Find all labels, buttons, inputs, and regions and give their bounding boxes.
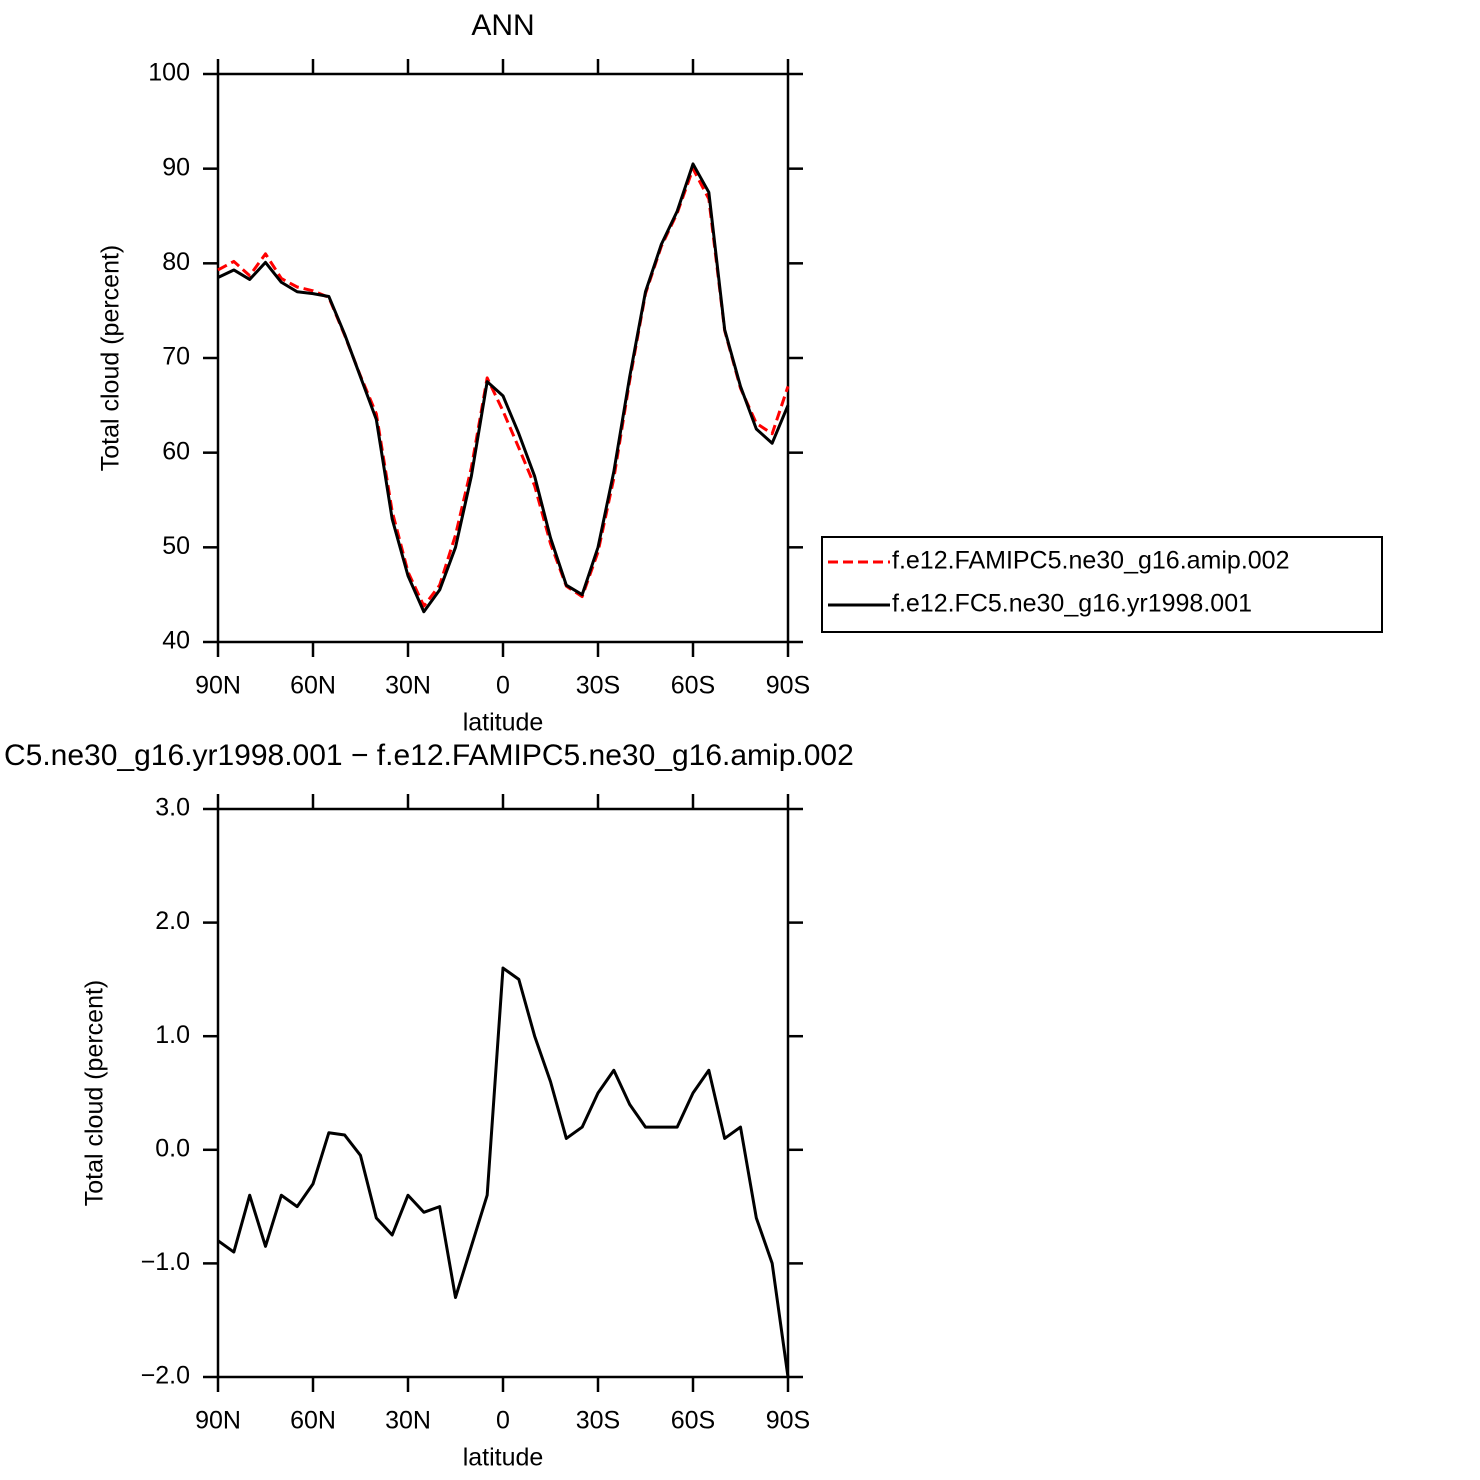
y-tick-label: 0.0: [155, 1134, 190, 1162]
y-tick-label: 70: [162, 343, 190, 371]
x-tick-label: 60S: [671, 672, 715, 700]
y-tick-label: 90: [162, 153, 190, 181]
y-tick-label: 50: [162, 532, 190, 560]
x-tick-label: 90N: [195, 1407, 241, 1435]
x-tick-label: 0: [496, 1407, 510, 1435]
x-tick-label: 30N: [385, 1407, 431, 1435]
x-tick-label: 90N: [195, 672, 241, 700]
data-line: [217, 167, 790, 608]
x-tick-label: 60S: [671, 1407, 715, 1435]
plot-frame: [216, 72, 790, 644]
legend: f.e12.FAMIPC5.ne30_g16.amip.002 f.e12.FC5…: [821, 536, 1383, 633]
x-tick-label: 90S: [766, 672, 810, 700]
y-tick-label: −1.0: [141, 1248, 190, 1276]
data-line: [217, 966, 790, 1378]
y-tick-label: 3.0: [155, 794, 190, 822]
chart-title: ANN: [471, 9, 534, 42]
legend-label: f.e12.FAMIPC5.ne30_g16.amip.002: [892, 547, 1290, 575]
y-tick-label: 80: [162, 248, 190, 276]
y-axis-label: Total cloud (percent): [81, 980, 109, 1207]
x-tick-label: 30S: [576, 1407, 620, 1435]
x-tick-label: 60N: [290, 672, 336, 700]
x-axis-label: latitude: [463, 1444, 544, 1472]
legend-box: [821, 536, 1383, 633]
y-tick-label: −2.0: [141, 1362, 190, 1390]
y-tick-label: 100: [148, 59, 190, 87]
x-tick-label: 60N: [290, 1407, 336, 1435]
y-tick-label: 40: [162, 627, 190, 655]
legend-label: f.e12.FC5.ne30_g16.yr1998.001: [892, 590, 1252, 618]
x-tick-label: 0: [496, 672, 510, 700]
x-tick-label: 30N: [385, 672, 431, 700]
plot-frame: [216, 807, 790, 1379]
x-tick-label: 30S: [576, 672, 620, 700]
chart-title: C5.ne30_g16.yr1998.001 − f.e12.FAMIPC5.n…: [4, 739, 854, 772]
y-tick-label: 60: [162, 437, 190, 465]
y-axis-label: Total cloud (percent): [97, 245, 125, 472]
y-tick-label: 1.0: [155, 1021, 190, 1049]
data-line: [217, 162, 790, 614]
x-tick-label: 90S: [766, 1407, 810, 1435]
x-axis-label: latitude: [463, 709, 544, 737]
y-tick-label: 2.0: [155, 907, 190, 935]
